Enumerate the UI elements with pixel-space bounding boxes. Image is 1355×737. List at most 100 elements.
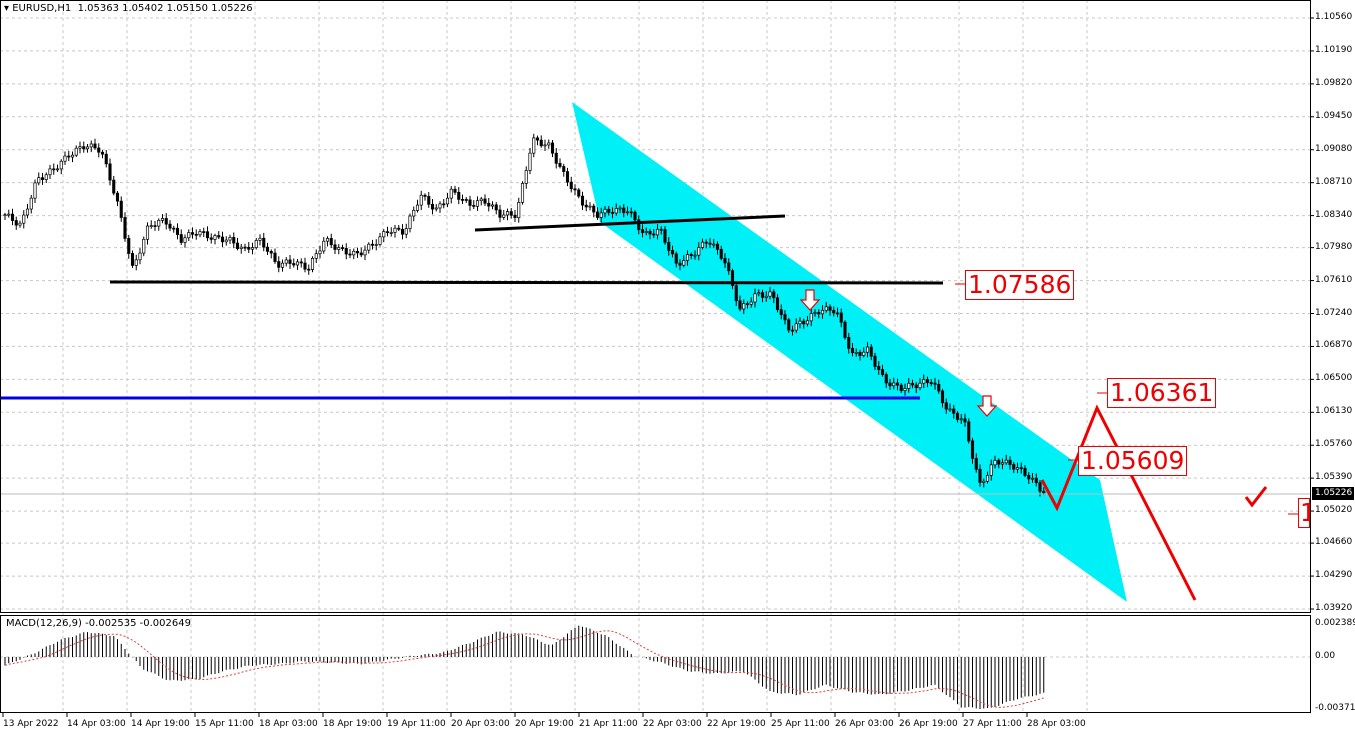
candle xyxy=(487,202,491,207)
candle xyxy=(809,313,813,322)
candle xyxy=(273,252,277,262)
descending-channel[interactable] xyxy=(572,102,1127,602)
candle xyxy=(513,214,517,219)
chart-header: ▾ EURUSD,H1 1.05363 1.05402 1.05150 1.05… xyxy=(4,3,253,14)
candle xyxy=(550,142,555,154)
candle xyxy=(434,207,438,210)
price-tick: 1.05390 xyxy=(1315,472,1353,483)
candle xyxy=(798,320,802,325)
candle xyxy=(48,168,52,176)
candle xyxy=(119,200,123,218)
candle xyxy=(243,246,247,249)
price-label-4[interactable]: 1 xyxy=(1298,498,1310,528)
candle xyxy=(745,303,750,305)
candle xyxy=(659,228,663,231)
candle xyxy=(674,253,678,264)
candle xyxy=(265,246,270,252)
candle xyxy=(599,212,603,218)
price-tick: 1.05760 xyxy=(1315,439,1353,450)
candle xyxy=(59,160,63,170)
candle xyxy=(888,382,892,387)
candle xyxy=(329,238,333,246)
projected-path[interactable] xyxy=(1040,404,1197,601)
candle xyxy=(112,179,116,194)
candle xyxy=(644,231,648,233)
candle xyxy=(232,237,236,244)
candle xyxy=(363,249,367,256)
candle xyxy=(629,211,633,214)
candle xyxy=(190,232,195,235)
candle xyxy=(828,306,832,311)
time-tick: 14 Apr 19:00 xyxy=(131,719,190,729)
candle xyxy=(74,147,78,156)
time-tick: 27 Apr 11:00 xyxy=(963,719,1022,729)
candle xyxy=(588,205,592,208)
candle xyxy=(179,234,183,243)
candle xyxy=(892,382,896,387)
time-tick: 13 Apr 2022 xyxy=(3,719,59,729)
candle xyxy=(985,474,990,482)
time-tick: 18 Apr 03:00 xyxy=(259,719,318,729)
candle xyxy=(382,231,386,238)
candle xyxy=(438,203,442,209)
candle xyxy=(937,383,941,392)
time-tick: 26 Apr 19:00 xyxy=(899,719,958,729)
candle xyxy=(813,312,817,314)
candle xyxy=(940,390,945,404)
price-tick: 1.05020 xyxy=(1315,505,1353,516)
candle xyxy=(528,152,532,171)
candle xyxy=(389,232,393,234)
candle xyxy=(562,166,566,172)
candle xyxy=(790,329,795,332)
candle xyxy=(959,418,963,421)
candle xyxy=(415,204,420,211)
candle xyxy=(922,379,926,384)
candle xyxy=(419,194,423,206)
candle xyxy=(704,241,708,244)
candle xyxy=(933,382,937,385)
candle xyxy=(3,214,7,217)
grid xyxy=(0,0,1314,717)
price-tick: 1.10560 xyxy=(1315,12,1353,22)
checkmark-icon xyxy=(1244,486,1268,508)
candle xyxy=(667,242,671,251)
candle xyxy=(929,382,933,384)
candle xyxy=(742,303,746,310)
candle xyxy=(753,293,757,303)
candle xyxy=(277,261,281,268)
candle xyxy=(213,235,217,240)
candle xyxy=(760,292,765,298)
time-tick: 26 Apr 03:00 xyxy=(835,719,894,729)
candle xyxy=(299,261,303,264)
candle xyxy=(1042,490,1046,494)
candle xyxy=(55,168,60,171)
price-label-3[interactable]: 1.05609 xyxy=(1078,446,1188,476)
candle xyxy=(524,170,528,184)
candle xyxy=(70,154,75,158)
candle xyxy=(569,181,573,190)
candle xyxy=(708,242,712,245)
candle xyxy=(453,188,457,193)
price-label-2[interactable]: 1.06361 xyxy=(1107,378,1217,408)
candle xyxy=(67,155,71,158)
candle xyxy=(254,240,258,248)
candle xyxy=(472,205,476,207)
candle xyxy=(160,218,165,221)
candle xyxy=(404,228,408,235)
candle xyxy=(505,211,510,216)
support-line-black[interactable] xyxy=(109,280,944,285)
symbol: EURUSD,H1 xyxy=(12,3,72,14)
candle xyxy=(217,235,221,238)
candle xyxy=(974,458,978,470)
candle xyxy=(918,382,922,389)
candle xyxy=(168,223,172,229)
candle xyxy=(44,174,48,180)
trendline-upper[interactable] xyxy=(474,214,786,232)
candle xyxy=(483,198,487,204)
candle xyxy=(468,199,472,206)
candle xyxy=(408,215,412,229)
price-label-1[interactable]: 1.07586 xyxy=(965,270,1075,300)
candle xyxy=(494,204,498,211)
candle xyxy=(952,408,956,414)
